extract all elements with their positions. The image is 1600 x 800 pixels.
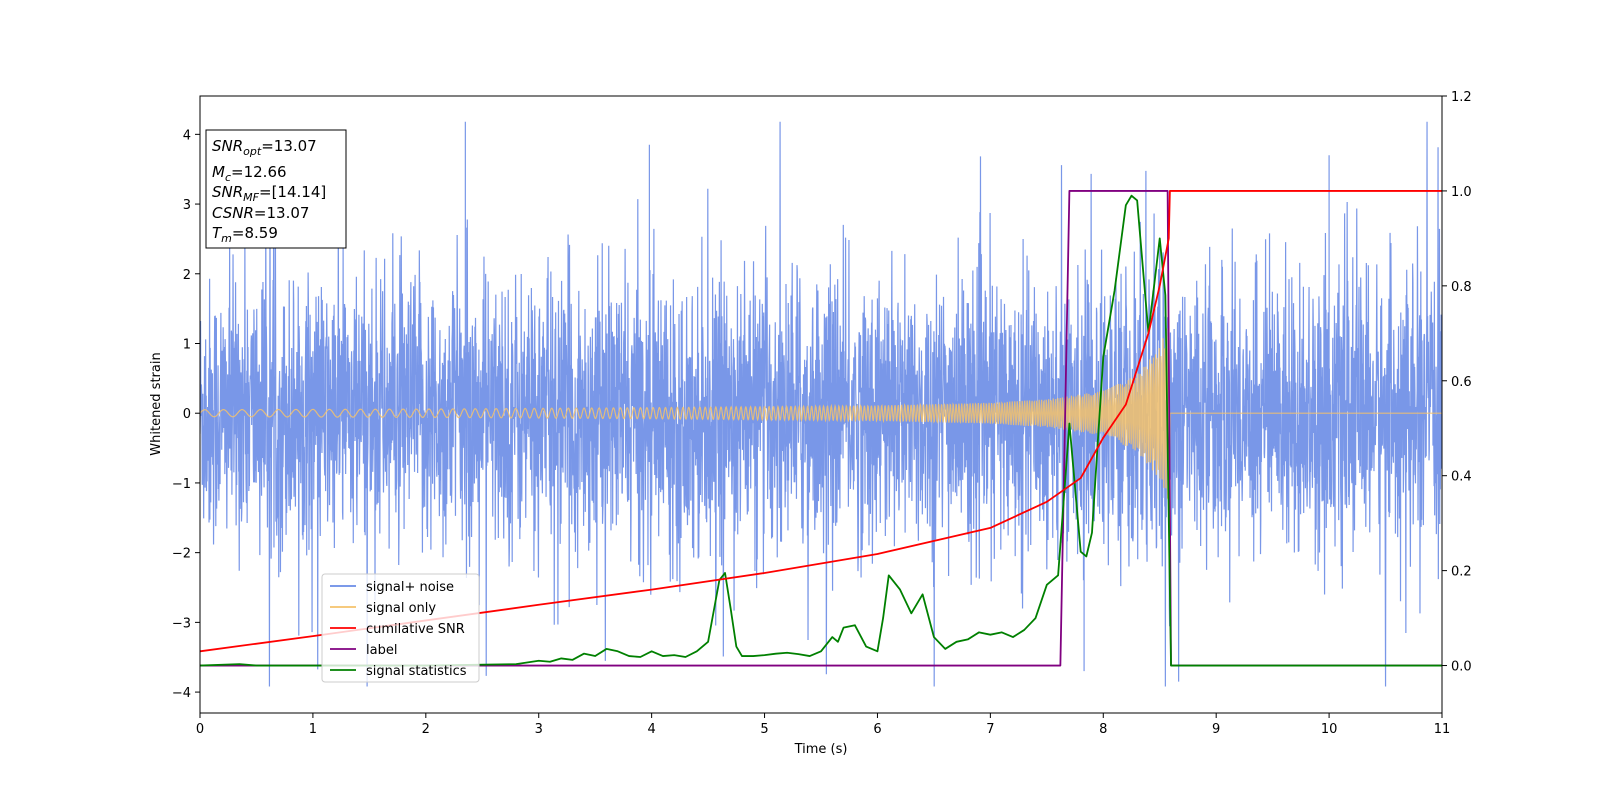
annotation-line: Tm=8.59 <box>212 224 278 245</box>
y2-tick-label: 1.2 <box>1451 90 1472 105</box>
y-tick-label: −3 <box>172 616 191 631</box>
series-signal-only-line <box>200 328 1442 499</box>
y-tick-label: 3 <box>183 198 191 213</box>
y2-tick-label: 0.4 <box>1451 470 1472 485</box>
annotation-line: CSNR=13.07 <box>212 204 309 222</box>
y-tick-label: 1 <box>183 337 191 352</box>
annotation-line: SNRMF=[14.14] <box>212 183 326 204</box>
y2-tick-label: 1.0 <box>1451 185 1472 200</box>
y-tick-label: −1 <box>172 477 191 492</box>
y-axis-left: −4 −3 −2 −1 0 1 2 3 4 <box>172 128 200 701</box>
annotation-line: Mc=12.66 <box>212 163 287 184</box>
series-layer <box>200 121 1442 687</box>
y-tick-label: 2 <box>183 268 191 283</box>
y-tick-label: 4 <box>183 128 191 143</box>
plot-frame <box>199 95 1443 714</box>
annotation-box: SNRopt=13.07 Mc=12.66SNRMF=[14.14]CSNR=13… <box>205 129 347 249</box>
x-tick-label: 8 <box>1099 722 1107 737</box>
legend-label: cumilative SNR <box>366 622 465 637</box>
series-cumilative-snr-line <box>200 190 1442 653</box>
x-tick-label: 7 <box>986 722 994 737</box>
y2-tick-label: 0.8 <box>1451 280 1472 295</box>
series-signal-noise-line <box>200 121 1442 687</box>
legend-frame <box>321 573 480 683</box>
x-tick-label: 0 <box>196 722 204 737</box>
x-tick-label: 10 <box>1321 722 1338 737</box>
y-axis-right: 0.0 0.2 0.4 0.6 0.8 1.0 1.2 <box>1442 90 1472 675</box>
x-tick-label: 11 <box>1434 722 1451 737</box>
x-axis-label: Time (s) <box>794 742 848 757</box>
x-tick-label: 3 <box>535 722 543 737</box>
x-tick-label: 5 <box>760 722 768 737</box>
y2-tick-label: 0.6 <box>1451 375 1472 390</box>
annotation-line: SNRopt=13.07 <box>212 137 317 158</box>
annotation-frame <box>205 129 347 249</box>
legend-label: signal statistics <box>366 664 467 679</box>
x-axis: 0 1 2 3 4 5 6 7 8 9 10 11 <box>196 713 1450 737</box>
x-tick-label: 4 <box>647 722 655 737</box>
x-tick-label: 1 <box>309 722 317 737</box>
legend-label: label <box>366 643 397 658</box>
legend-label: signal only <box>366 601 436 616</box>
y-tick-label: 0 <box>183 407 191 422</box>
series-signal-statistics-line <box>200 194 1442 667</box>
y-axis-label: Whitened strain <box>149 352 164 455</box>
y2-tick-label: 0.0 <box>1451 660 1472 675</box>
x-tick-label: 9 <box>1212 722 1220 737</box>
legend: signal+ noise signal only cumilative SNR la… <box>321 573 480 683</box>
y-tick-label: −2 <box>172 547 191 562</box>
legend-label: signal+ noise <box>366 580 454 595</box>
x-tick-label: 6 <box>873 722 881 737</box>
y2-tick-label: 0.2 <box>1451 565 1472 580</box>
y-tick-label: −4 <box>172 686 191 701</box>
x-tick-label: 2 <box>422 722 430 737</box>
